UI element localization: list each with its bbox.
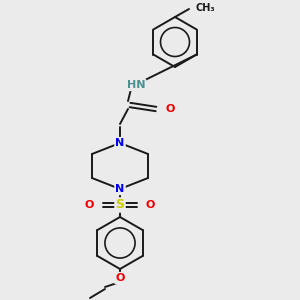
Text: CH₃: CH₃ (195, 3, 214, 13)
Text: O: O (85, 200, 94, 210)
Text: O: O (115, 273, 125, 283)
Text: N: N (116, 184, 124, 194)
Text: HN: HN (127, 80, 145, 90)
Text: N: N (116, 138, 124, 148)
Text: S: S (116, 199, 124, 212)
Text: O: O (165, 104, 174, 114)
Text: O: O (146, 200, 155, 210)
